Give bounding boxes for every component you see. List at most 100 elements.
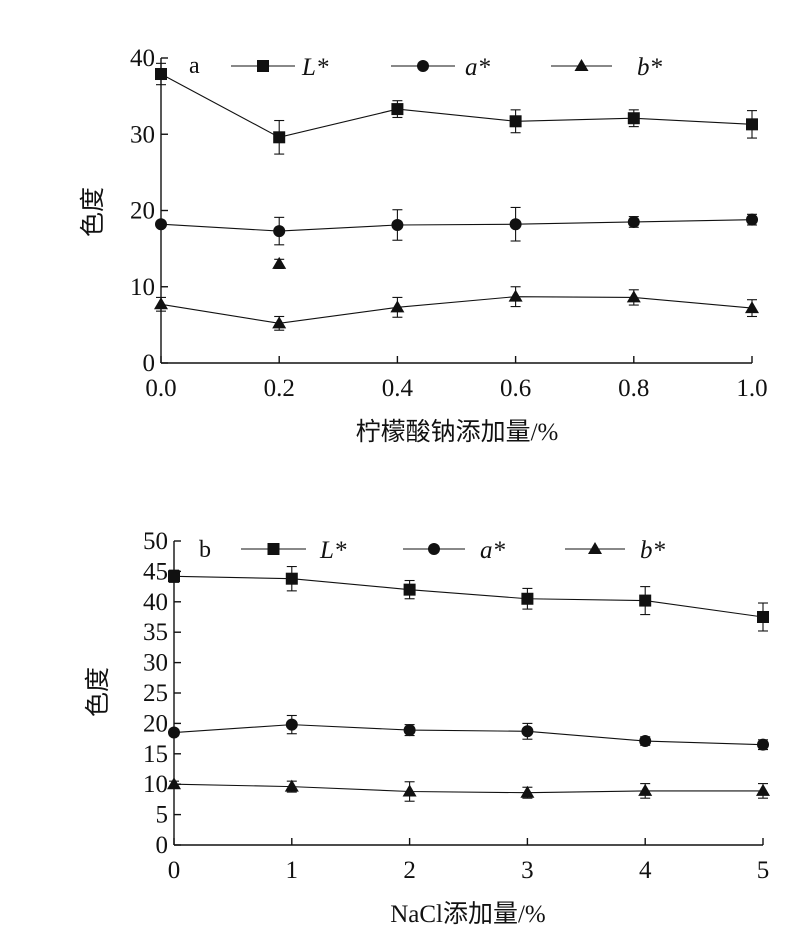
panel-a-x-tick-label: 1.0 — [736, 375, 767, 402]
panel-a-y-tick-label: 30 — [130, 121, 155, 148]
panel-b-legend-marker — [428, 543, 440, 555]
panel-b-x-tick-label: 5 — [757, 857, 770, 884]
panel-b-y-tick-label: 30 — [143, 650, 168, 677]
panel-b-series-line — [173, 724, 764, 746]
panel-b-y-tick-label: 25 — [143, 680, 168, 707]
panel-b-y-tick-label: 10 — [143, 771, 168, 798]
panel-b-point — [402, 784, 417, 797]
panel-b-plot-area — [167, 565, 770, 802]
panel-b-point — [284, 779, 299, 792]
panel-a-point — [272, 316, 287, 329]
panel-b-legend-marker — [588, 542, 602, 554]
panel-b-point — [757, 738, 769, 751]
panel-b-legend-label: b* — [640, 537, 666, 564]
panel-b-point — [285, 718, 298, 731]
panel-b-point — [757, 611, 769, 623]
panel-b-y-tick-label: 20 — [143, 710, 168, 737]
panel-a-point — [391, 218, 404, 231]
panel-b-point — [168, 570, 180, 583]
panel-b-y-tick-label: 5 — [156, 802, 169, 829]
panel-a-legend-marker — [257, 60, 269, 72]
panel-b-point — [285, 572, 298, 585]
panel-b-y-ticks: 0 5 10 15 20 25 30 35 40 45 50 — [143, 528, 181, 859]
panel-a-isolated-point — [272, 256, 287, 269]
panel-a-series-line — [160, 73, 753, 138]
panel-a-y-ticks: 0 10 20 30 40 — [130, 45, 168, 377]
panel-a-point — [509, 115, 522, 128]
panel-a-y-axis-title: 色度 — [79, 187, 107, 237]
panel-b-y-tick-label: 45 — [143, 558, 168, 585]
panel-a-x-tick-label: 0.0 — [145, 375, 176, 402]
panel-b-x-ticks: 0 1 2 3 4 5 — [168, 838, 770, 884]
panel-a-series-line — [160, 296, 753, 324]
panel-a-point — [627, 112, 640, 125]
panel-b-x-axis-title: NaCl添加量/% — [390, 900, 546, 928]
panel-a-x-ticks: 0.0 0.2 0.4 0.6 0.8 1.0 — [145, 356, 768, 402]
panel-a-point — [508, 289, 523, 302]
panel-a-x-tick-label: 0.2 — [264, 375, 295, 402]
panel-a-y-tick-label: 40 — [130, 45, 155, 72]
panel-b-y-axis-title: 色度 — [84, 667, 112, 717]
panel-b-y-tick-label: 50 — [143, 528, 168, 555]
panel-a-label: a — [189, 53, 200, 79]
panel-b-x-tick-label: 2 — [403, 857, 416, 884]
panel-a-x-tick-label: 0.4 — [382, 375, 414, 402]
panel-b-point — [638, 783, 653, 796]
panel-a-y-tick-label: 10 — [130, 274, 155, 301]
panel-a-point — [626, 290, 641, 303]
panel-b-legend-label: a* — [480, 537, 506, 564]
panel-b-y-tick-label: 40 — [143, 589, 168, 616]
panel-b-x-tick-label: 4 — [639, 857, 652, 884]
panel-b-y-tick-label: 0 — [156, 832, 169, 859]
panel-a-point — [746, 118, 758, 131]
panel-a-x-axis-title: 柠檬酸钠添加量/% — [356, 418, 559, 446]
panel-b-y-tick-label: 35 — [143, 619, 168, 646]
panel-b-point — [639, 735, 652, 748]
panel-a-point — [390, 300, 405, 313]
panel-a-legend-marker — [417, 60, 429, 72]
panel-b-legend-label: L* — [319, 537, 347, 564]
panel-a-plot-area — [154, 62, 759, 331]
panel-b-x-tick-label: 3 — [521, 857, 534, 884]
panel-b-legend-marker — [267, 543, 280, 555]
panel-b-label: b — [199, 537, 211, 563]
panel-b-point — [639, 594, 652, 607]
panel-a-chart: 色度 柠檬酸钠添加量/% a 0 10 20 30 40 0.0 0.2 0.4 0.6 0.8… — [79, 45, 768, 446]
panel-a-point — [745, 301, 759, 314]
panel-b-series-line — [173, 783, 763, 794]
panel-b-point — [168, 726, 180, 739]
panel-a-point — [391, 103, 404, 116]
panel-a-legend-label: L* — [301, 54, 329, 81]
panel-b-x-tick-label: 0 — [168, 857, 181, 884]
panel-a-point — [273, 131, 286, 144]
panel-b-y-tick-label: 15 — [143, 741, 168, 768]
panel-b-point — [520, 785, 535, 798]
panel-a-point — [627, 215, 640, 228]
panel-b-point — [403, 724, 416, 737]
panel-b-point — [756, 783, 770, 796]
panel-a-legend-label: b* — [637, 54, 663, 81]
panel-a-legend-label: a* — [465, 54, 491, 81]
panel-a-y-tick-label: 20 — [130, 198, 155, 225]
panel-a-y-tick-label: 0 — [143, 350, 156, 377]
panel-a-point — [509, 218, 522, 231]
panel-b-legend: L* a* b* — [241, 537, 666, 564]
panel-b-point — [521, 592, 534, 605]
panel-b-point — [403, 583, 416, 596]
panel-a-x-tick-label: 0.6 — [500, 375, 531, 402]
panel-a-point — [155, 218, 167, 231]
panel-b-point — [521, 725, 534, 738]
panel-b-x-tick-label: 1 — [286, 857, 299, 884]
panel-a-point — [746, 213, 758, 226]
panel-a-legend-marker — [574, 59, 589, 71]
panel-b-series-line — [173, 575, 764, 618]
panel-a-point — [273, 225, 286, 238]
panel-a-point — [155, 68, 167, 81]
panel-a-series-line — [160, 219, 753, 232]
panel-b-point — [167, 777, 181, 790]
panel-a-point — [154, 297, 168, 310]
panel-a-x-tick-label: 0.8 — [618, 375, 649, 402]
panel-a-legend: L* a* b* — [231, 54, 663, 81]
